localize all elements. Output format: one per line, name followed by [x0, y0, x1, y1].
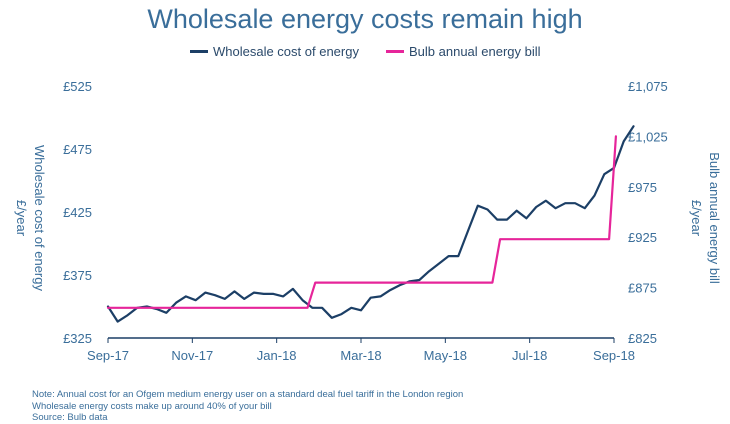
legend-label-wholesale: Wholesale cost of energy [213, 44, 359, 59]
chart-notes: Note: Annual cost for an Ofgem medium en… [32, 389, 463, 424]
y-right-tick-label: £825 [628, 331, 657, 346]
x-tick-label: Nov-17 [171, 348, 213, 363]
y-right-tick-label: £1,075 [628, 79, 668, 94]
legend-swatch-bulb [386, 50, 404, 53]
x-tick-label: Mar-18 [340, 348, 381, 363]
note-line-3: Source: Bulb data [32, 412, 108, 423]
x-tick-label: May-18 [424, 348, 467, 363]
x-tick-label: Sep-18 [593, 348, 635, 363]
series-line-bulb [106, 135, 617, 309]
y-right-tick-label: £1,025 [628, 129, 668, 144]
legend-label-bulb: Bulb annual energy bill [409, 44, 541, 59]
y-left-tick-label: £475 [63, 142, 92, 157]
y-left-tick-label: £325 [63, 331, 92, 346]
x-tick-label: Jan-18 [257, 348, 297, 363]
chart-title: Wholesale energy costs remain high [147, 4, 583, 34]
y-left-tick-label: £425 [63, 205, 92, 220]
y-right-tick-label: £925 [628, 230, 657, 245]
legend-item-wholesale: Wholesale cost of energy [190, 44, 359, 59]
series-line-wholesale [106, 125, 635, 323]
legend-item-bulb: Bulb annual energy bill [386, 44, 541, 59]
note-line-1: Note: Annual cost for an Ofgem medium en… [32, 389, 464, 400]
y-right-tick-label: £875 [628, 281, 657, 296]
y-right-tick-label: £975 [628, 180, 657, 195]
x-tick-label: Jul-18 [512, 348, 547, 363]
note-line-2: Wholesale energy costs make up around 40… [32, 400, 272, 412]
y-left-tick-label: £375 [63, 268, 92, 283]
y-left-tick-label: £525 [63, 79, 92, 94]
x-tick-label: Sep-17 [87, 348, 129, 363]
legend-swatch-wholesale [190, 50, 208, 53]
